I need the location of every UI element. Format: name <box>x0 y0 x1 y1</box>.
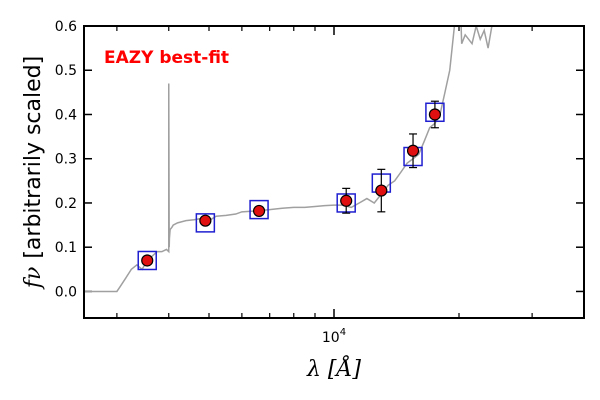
model-photometry-boxes <box>137 102 445 271</box>
model-box <box>249 199 269 220</box>
y-tick-label: 0.3 <box>55 152 77 168</box>
y-tick-label: 0.2 <box>55 196 77 212</box>
y-axis-label: fν [arbitrarily scaled] <box>21 56 46 290</box>
y-tick-label: 0.0 <box>55 284 77 300</box>
y-tick-label: 0.5 <box>55 63 77 79</box>
x-tick-labels: 104 <box>322 327 346 346</box>
plot-area <box>84 26 493 293</box>
observed-point <box>340 194 353 207</box>
y-tick-label: 0.6 <box>55 19 77 35</box>
y-tick-label: 0.4 <box>55 107 77 123</box>
x-tick-label: 104 <box>322 327 346 346</box>
y-tick-labels: 0.0 0.1 0.2 0.3 0.4 0.5 0.6 <box>55 19 77 300</box>
y-axis-text: [arbitrarily scaled] <box>21 56 46 259</box>
model-box <box>195 213 216 233</box>
model-box <box>137 250 157 271</box>
y-tick-label: 0.1 <box>55 240 77 256</box>
y-axis-symbol: fν <box>21 267 46 291</box>
observed-point <box>252 204 266 218</box>
observed-point <box>199 214 212 227</box>
observed-error-bars <box>143 100 439 265</box>
observed-point <box>375 184 388 197</box>
observed-point <box>141 254 154 267</box>
axis-ticks <box>84 25 584 318</box>
annotation-label: EAZY best-fit <box>104 48 229 68</box>
observed-point <box>428 108 442 121</box>
observed-point <box>406 144 420 157</box>
observed-points <box>141 108 442 267</box>
template-spectrum-line <box>84 26 493 293</box>
plot-frame <box>83 25 585 319</box>
x-axis-label: λ [Å] <box>306 354 361 382</box>
